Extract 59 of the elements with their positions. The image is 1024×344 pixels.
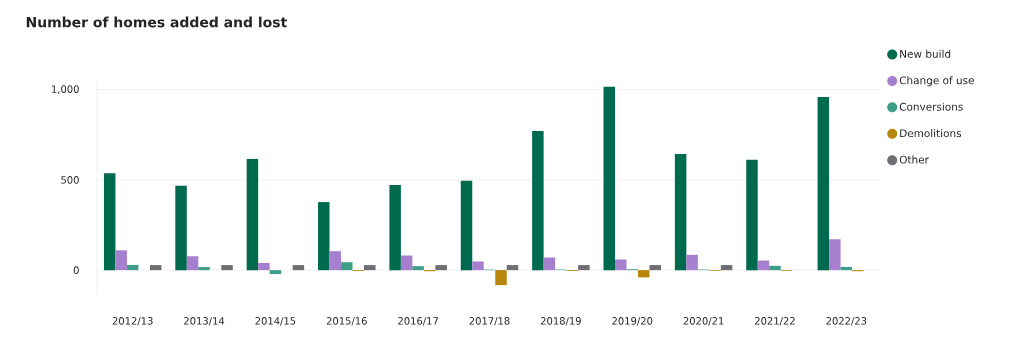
- bar: [720, 265, 733, 271]
- bar: [614, 259, 627, 271]
- y-tick-label: 500: [61, 176, 79, 184]
- bar: [389, 185, 401, 271]
- bar: [246, 159, 259, 271]
- x-tick-label: 2016/17: [398, 317, 438, 326]
- bar: [829, 239, 841, 271]
- bar: [674, 153, 687, 271]
- bar: [532, 130, 544, 271]
- x-tick-label: 2020/21: [683, 317, 724, 326]
- bar: [126, 264, 139, 271]
- bar: [769, 265, 781, 271]
- legend-label: Conversions: [899, 102, 963, 111]
- bar: [757, 260, 770, 271]
- bar: [435, 265, 447, 271]
- bar: [460, 180, 473, 271]
- bar: [341, 262, 353, 271]
- bar: [543, 257, 556, 271]
- legend-label: Change of use: [899, 76, 974, 87]
- bar: [364, 265, 376, 271]
- bar: [746, 159, 758, 271]
- bar: [221, 265, 233, 271]
- chart-title: Number of homes added and lost: [26, 16, 287, 28]
- bar: [603, 86, 615, 271]
- bar: [686, 254, 698, 271]
- x-tick-label: 2012/13: [112, 317, 153, 326]
- x-tick-label: 2014/15: [255, 317, 296, 326]
- bar: [472, 261, 484, 271]
- bar: [186, 256, 199, 271]
- x-tick-label: 2022/23: [826, 317, 867, 326]
- x-tick-label: 2017/18: [469, 317, 510, 326]
- x-tick-label: 2013/14: [184, 317, 225, 326]
- bar: [400, 255, 413, 271]
- x-tick-label: 2015/16: [326, 317, 367, 326]
- y-tick-label: 1,000: [52, 85, 79, 94]
- x-tick-label: 2021/22: [755, 317, 795, 326]
- bar: [329, 251, 342, 271]
- x-tick-label: 2018/19: [540, 317, 581, 326]
- bar: [292, 265, 305, 271]
- bar: [318, 202, 330, 271]
- bar: [258, 262, 270, 271]
- bar: [649, 265, 661, 271]
- bar: [817, 97, 830, 271]
- bar: [269, 270, 282, 275]
- legend-label: New build: [900, 49, 951, 58]
- bar: [103, 173, 116, 271]
- legend-label: Demolitions: [900, 129, 962, 138]
- bar: [115, 250, 127, 271]
- y-tick-label: 0: [73, 266, 79, 274]
- legend-label: Other: [899, 155, 929, 164]
- bar: [637, 270, 650, 278]
- bar: [412, 266, 424, 271]
- bar: [149, 265, 162, 271]
- bar: [495, 270, 507, 286]
- bar: [198, 267, 210, 271]
- bar: [506, 265, 519, 271]
- x-tick-label: 2019/20: [612, 317, 653, 326]
- bar: [175, 185, 187, 271]
- bar: [578, 265, 590, 271]
